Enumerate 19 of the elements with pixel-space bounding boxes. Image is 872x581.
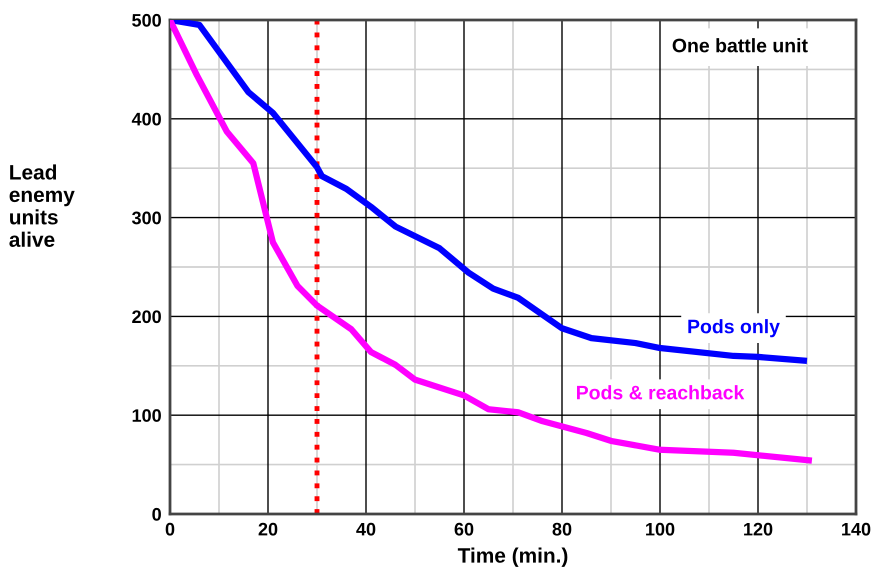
x-tick-label: 60 xyxy=(454,522,474,536)
y-tick-label: 0 xyxy=(152,508,161,521)
y-tick-label: 300 xyxy=(132,212,161,224)
series-label: Pods & reachback xyxy=(577,385,744,400)
x-tick-label: 40 xyxy=(356,522,376,536)
y-tick-label: 200 xyxy=(132,310,161,324)
x-tick-label: 120 xyxy=(744,522,772,536)
x-tick-label: 20 xyxy=(258,522,278,536)
annotation: One battle unit xyxy=(672,38,808,52)
x-tick-label: 80 xyxy=(552,522,572,536)
y-tick-label: 500 xyxy=(132,14,161,27)
series-label: Pods only xyxy=(688,319,780,338)
y-tick-label: 400 xyxy=(132,112,161,126)
x-tick-label: 100 xyxy=(646,522,674,536)
x-axis-title: Time (min.) xyxy=(458,548,568,567)
x-tick-label: 140 xyxy=(842,522,870,536)
y-tick-label: 100 xyxy=(132,409,161,422)
x-tick-label: 0 xyxy=(166,522,174,536)
y-axis-title: Lead enemy units alive xyxy=(9,164,75,247)
